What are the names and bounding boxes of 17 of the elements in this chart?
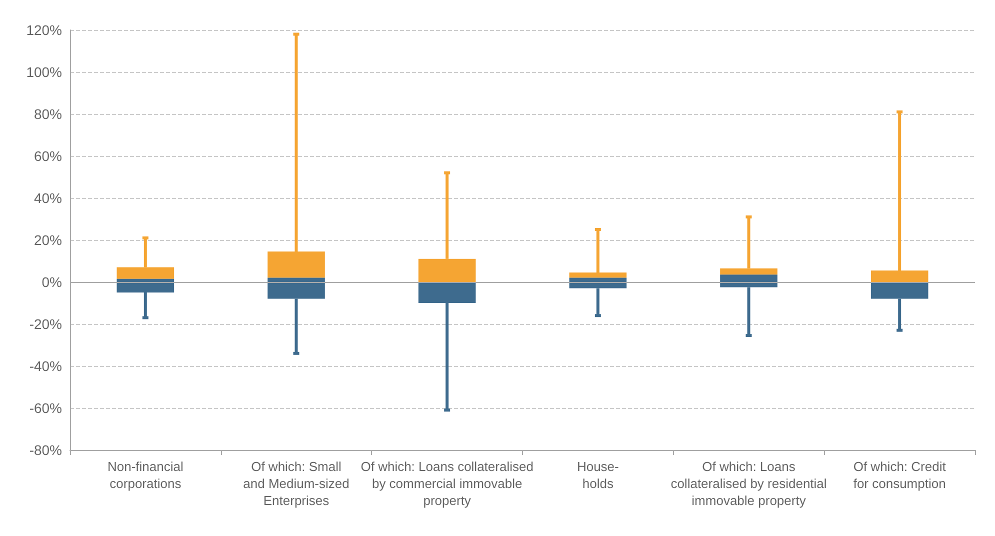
y-tick-label: -80%	[29, 442, 62, 458]
y-tick-label: -40%	[29, 358, 62, 374]
y-tick-label: 20%	[34, 232, 62, 248]
y-tick-label: -20%	[29, 316, 62, 332]
x-tick-label: Of which: Small and Medium-sized Enterprises	[243, 459, 350, 508]
x-tick-label: Of which: Loans collateralised by commercial immovable property	[360, 459, 534, 508]
x-tick-label: House- holds	[576, 459, 619, 491]
y-tick-label: -60%	[29, 400, 62, 416]
x-tick-label: Non-financial corporations	[107, 459, 184, 491]
y-tick-label: 120%	[26, 22, 62, 38]
y-tick-label: 0%	[42, 274, 62, 290]
y-tick-label: 80%	[34, 106, 62, 122]
y-tick-label: 60%	[34, 148, 62, 164]
x-tick-label: Of which: Loans collateralised by residential immovable property	[670, 459, 827, 508]
x-tick-label: Of which: Credit for consumption	[853, 459, 946, 491]
y-tick-label: 100%	[26, 64, 62, 80]
y-tick-label: 40%	[34, 190, 62, 206]
